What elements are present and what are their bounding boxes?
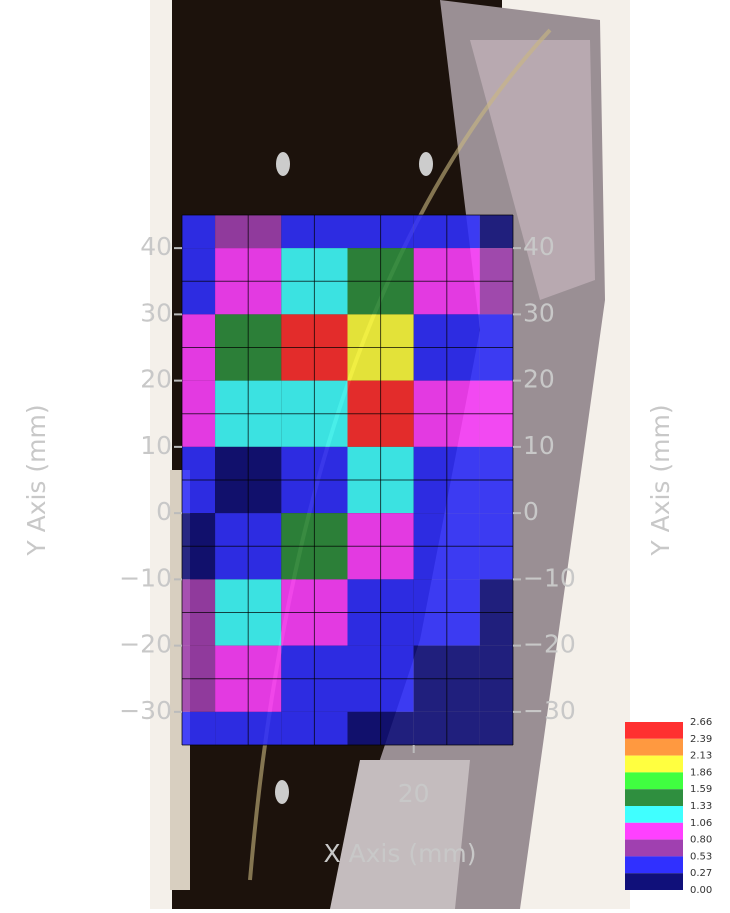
legend-swatch [625,822,683,840]
y-tick-label: −10 [119,563,172,592]
y-tick-label-right: 30 [523,298,555,327]
legend: 2.66 2.39 2.13 1.86 1.59 1.33 1.06 0.80 0.53 0.27… [625,717,712,896]
y-tick-label-right: −30 [523,696,576,725]
contour-cell [479,711,513,745]
legend-label: 1.33 [690,801,712,812]
legend-swatch [625,856,683,874]
legend-swatch [625,789,683,806]
legend-label: 0.00 [690,885,712,896]
y-tick-label: 40 [140,232,172,261]
y-axis-label: Y Axis (mm) [22,404,51,556]
y-tick-label-right: −20 [523,630,576,659]
legend-swatch [625,839,683,857]
legend-swatch [625,722,683,739]
legend-label: 0.53 [690,851,712,862]
contour-cell [182,711,216,745]
legend-label: 0.80 [690,835,712,846]
y-tick-label: −20 [119,630,172,659]
legend-swatch [625,755,683,773]
legend-label: 1.59 [690,784,712,795]
legend-label: 2.39 [690,734,712,745]
x-tick-label: 20 [398,779,430,808]
y-tick-label-right: 40 [523,232,555,261]
x-axis-label: X Axis (mm) [323,839,476,868]
y-tick-label: −30 [119,696,172,725]
y-tick-label: 0 [156,497,172,526]
legend-label: 1.86 [690,767,712,778]
y-tick-label: 20 [140,365,172,394]
y-tick-label: 30 [140,298,172,327]
legend-swatch [625,873,683,890]
legend-label: 1.06 [690,818,712,829]
y-axis-label-right: Y Axis (mm) [646,404,675,556]
contour-cell [479,215,513,249]
legend-swatch [625,772,683,790]
grid [181,214,514,746]
legend-label: 0.27 [690,868,712,879]
y-tick-label-right: −10 [523,563,576,592]
y-tick-label-right: 20 [523,365,555,394]
legend-label: 2.66 [690,717,712,728]
contour-cell [182,215,216,249]
y-tick-label: 10 [140,431,172,460]
legend-swatch [625,738,683,756]
y-tick-label-right: 10 [523,431,555,460]
legend-label: 2.13 [690,751,712,762]
legend-swatch [625,806,683,823]
y-tick-label-right: 0 [523,497,539,526]
